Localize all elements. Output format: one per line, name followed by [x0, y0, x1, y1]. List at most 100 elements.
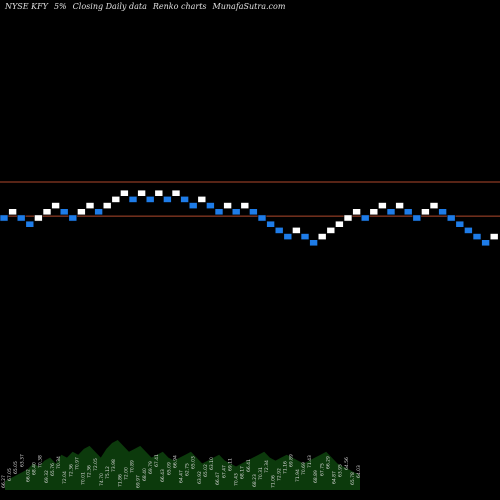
down-brick-37 [309, 239, 318, 247]
volume-label-3: 65.05 [13, 461, 19, 474]
up-brick-5 [34, 214, 43, 222]
up-brick-27 [223, 202, 232, 209]
down-brick-52 [438, 208, 447, 216]
down-brick-30 [249, 208, 258, 216]
volume-label-16: 72.05 [93, 458, 99, 471]
volume-label-5: 66.02 [25, 469, 31, 482]
volume-label-11: 72.04 [62, 471, 68, 484]
volume-label-24: 68.40 [142, 468, 148, 481]
up-brick-35 [292, 227, 301, 234]
down-brick-8 [59, 208, 69, 216]
down-brick-12 [94, 208, 103, 216]
up-brick-24 [197, 196, 207, 203]
down-brick-34 [283, 233, 293, 240]
up-brick-41 [343, 214, 353, 222]
down-brick-46 [386, 208, 396, 216]
down-brick-3 [16, 214, 26, 222]
down-brick-49 [412, 214, 422, 222]
down-brick-57 [481, 239, 490, 247]
up-brick-50 [421, 208, 430, 216]
volume-label-10: 70.34 [56, 456, 62, 469]
up-brick-14 [111, 196, 121, 203]
volume-profile [5, 440, 360, 490]
volume-label-42: 68.23 [252, 474, 258, 487]
up-brick-11 [85, 202, 95, 209]
volume-label-8: 69.32 [44, 470, 50, 483]
down-brick-36 [300, 233, 310, 240]
volume-label-48: 69.89 [289, 454, 295, 467]
volume-label-21: 72.00 [123, 467, 129, 480]
renko-bricks [0, 189, 499, 247]
symbol-label: NYSE KFY [5, 2, 48, 11]
volume-label-56: 63.95 [338, 464, 344, 477]
up-brick-13 [102, 202, 112, 209]
up-brick-7 [51, 202, 60, 209]
change-label: 5% [53, 2, 67, 11]
down-brick-20 [163, 196, 172, 203]
up-brick-21 [171, 189, 181, 197]
volume-label-59: 64.03 [356, 465, 362, 478]
up-brick-39 [326, 227, 336, 234]
down-brick-26 [214, 208, 224, 216]
up-brick-40 [335, 220, 344, 228]
volume-label-14: 70.01 [81, 472, 87, 485]
volume-label-43: 70.31 [258, 467, 264, 480]
down-brick-28 [231, 208, 241, 216]
volume-label-9: 65.76 [50, 463, 56, 476]
up-brick-10 [77, 208, 86, 216]
volume-label-55: 64.87 [332, 471, 338, 484]
volume-label-50: 70.69 [301, 462, 307, 475]
up-brick-42 [352, 208, 361, 216]
up-brick-17 [137, 189, 146, 197]
volume-label-44: 72.34 [264, 460, 270, 473]
volume-label-39: 70.43 [234, 473, 240, 486]
volume-label-46: 72.92 [276, 468, 282, 481]
down-brick-16 [128, 196, 138, 203]
volume-label-54: 66.29 [325, 456, 331, 469]
volume-label-25: 69.79 [148, 461, 154, 474]
volume-label-49: 71.94 [295, 469, 301, 482]
volume-label-58: 65.78 [350, 472, 356, 485]
down-brick-18 [145, 196, 155, 203]
down-brick-43 [360, 214, 370, 222]
volume-label-15: 72.36 [87, 465, 93, 478]
volume-label-19: 73.98 [111, 459, 117, 472]
volume-label-6: 68.40 [32, 462, 38, 475]
down-brick-56 [472, 233, 482, 240]
volume-label-40: 68.17 [240, 466, 246, 479]
down-brick-31 [257, 214, 267, 222]
volume-label-31: 62.75 [185, 463, 191, 476]
down-brick-22 [180, 196, 189, 203]
volume-label-35: 63.10 [209, 457, 215, 470]
volume-label-45: 71.06 [270, 475, 276, 488]
volume-area [5, 440, 360, 490]
up-brick-44 [369, 208, 379, 216]
volume-label-2: 67.05 [7, 468, 13, 481]
up-brick-29 [240, 202, 250, 209]
down-brick-25 [206, 202, 215, 209]
volume-label-41: 66.41 [246, 459, 252, 472]
volume-label-57: 64.56 [344, 457, 350, 470]
volume-label-30: 64.47 [179, 470, 185, 483]
volume-label-17: 74.70 [99, 473, 105, 486]
up-brick-58 [489, 233, 499, 240]
volume-label-33: 63.92 [197, 471, 203, 484]
volume-label-23: 69.97 [136, 475, 142, 488]
volume-label-51: 71.43 [307, 455, 313, 468]
volume-label-34: 65.02 [203, 464, 209, 477]
volume-label-7: 70.38 [38, 455, 44, 468]
down-brick-55 [464, 227, 473, 234]
up-brick-51 [429, 202, 439, 209]
volume-label-12: 72.36 [68, 464, 74, 477]
volume-label-32: 65.03 [191, 456, 197, 469]
down-brick-33 [274, 227, 284, 234]
mode-label: Closing Daily data [72, 2, 147, 11]
down-brick-1 [0, 214, 9, 222]
volume-label-18: 75.12 [105, 466, 111, 479]
volume-label-52: 68.89 [313, 470, 319, 483]
down-brick-53 [446, 214, 456, 222]
volume-label-26: 67.41 [154, 454, 160, 467]
volume-label-22: 70.89 [130, 460, 136, 473]
kind-label: Renko charts [152, 2, 207, 11]
